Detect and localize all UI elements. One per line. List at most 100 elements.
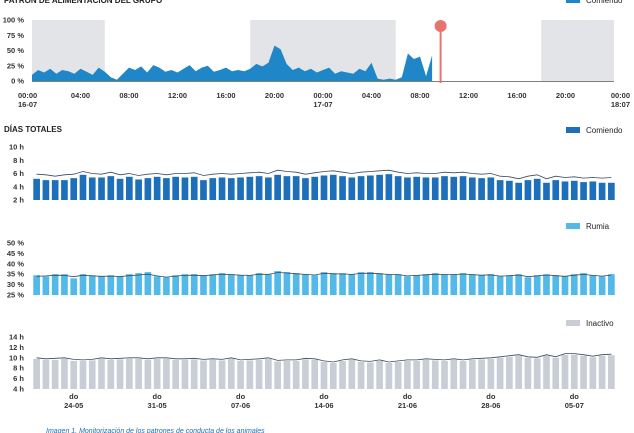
inactive-bar: [506, 356, 513, 389]
area-legend-label: Comiendo: [586, 0, 623, 5]
rumination-bar: [524, 277, 532, 295]
inactive-legend-swatch: [566, 320, 580, 326]
inactive-y-tick: 4 h: [13, 385, 24, 394]
eating-bar: [431, 177, 439, 200]
eating-bar: [385, 174, 393, 200]
inactive-bar: [302, 359, 309, 389]
inactive-bar: [348, 359, 356, 389]
area-y-tick: 75 %: [7, 31, 24, 40]
rumination-bar: [311, 275, 319, 295]
eating-y-tick: 4 h: [13, 182, 24, 191]
inactive-bar: [524, 357, 532, 389]
inactive-bar: [283, 360, 291, 389]
rumination-bar: [88, 275, 96, 295]
inactive-bar: [135, 358, 142, 389]
eating-bar: [468, 177, 476, 200]
area-x-tick: 20:00: [556, 91, 575, 100]
inactive-bar: [468, 359, 476, 389]
rumination-bar: [98, 276, 105, 295]
eating-bar: [496, 180, 504, 201]
eating-bar: [51, 180, 59, 201]
area-y-tick: 100 %: [3, 16, 25, 25]
inactive-y-tick: 6 h: [13, 374, 24, 383]
date-axis-date: 31-05: [148, 401, 167, 410]
rumination-bar: [394, 274, 402, 295]
inactive-bar: [441, 360, 448, 389]
rumination-bar: [385, 274, 393, 295]
eating-bar: [274, 174, 281, 200]
area-x-tick: 12:00: [459, 91, 478, 100]
area-x-tick: 04:00: [71, 91, 90, 100]
rumination-bar: [552, 275, 560, 295]
inactive-bar: [543, 355, 550, 389]
rumination-bar: [376, 273, 383, 295]
eating-bar: [608, 182, 615, 200]
rumination-bar: [51, 274, 59, 295]
date-axis-day: do: [319, 392, 329, 401]
rumination-trend-line: [36, 272, 612, 278]
rumination-bar: [116, 276, 124, 295]
area-legend-swatch: [566, 0, 580, 3]
eating-bar: [209, 178, 217, 200]
inactive-bar: [181, 359, 189, 389]
eating-y-tick: 2 h: [13, 196, 24, 205]
rumination-bar: [42, 276, 50, 295]
area-chart-title: PATRÓN DE ALIMENTACIÓN DEL GRUPO: [4, 0, 162, 5]
rumination-bar: [70, 278, 78, 295]
inactive-bar: [227, 358, 235, 389]
rumination-bar: [302, 274, 309, 295]
date-axis-day: do: [486, 392, 496, 401]
inactive-bar: [153, 358, 161, 389]
rumination-bar: [246, 275, 254, 295]
eating-bar: [441, 176, 448, 200]
inactive-bar: [51, 359, 59, 389]
inactive-bar: [459, 360, 467, 389]
area-x-tick: 04:00: [362, 91, 381, 100]
eating-bar: [570, 180, 578, 200]
eating-bar: [413, 176, 421, 200]
date-axis-date: 24-05: [64, 401, 83, 410]
rumination-bar: [598, 276, 606, 295]
rumination-bar: [163, 277, 170, 295]
inactive-y-tick: 8 h: [13, 364, 24, 373]
rumination-y-tick: 50 %: [7, 239, 24, 248]
area-y-tick: 25 %: [7, 61, 24, 70]
night-band: [32, 20, 105, 81]
date-axis-date: 07-06: [231, 401, 250, 410]
eating-bar: [98, 177, 105, 200]
inactive-legend-label: Inactivo: [586, 319, 614, 328]
inactive-bar: [339, 360, 346, 389]
rumination-bar: [478, 275, 485, 295]
inactive-bar: [218, 360, 226, 389]
inactive-bar: [533, 358, 541, 389]
rumination-bar: [506, 275, 513, 295]
inactive-bar: [329, 363, 337, 389]
rumination-bar: [61, 274, 68, 295]
eating-bar: [561, 181, 569, 200]
inactive-bar: [496, 357, 504, 389]
inactive-bar: [116, 359, 124, 389]
inactive-bar: [385, 363, 393, 389]
eating-bar: [552, 180, 560, 201]
rumination-y-tick: 30 %: [7, 280, 24, 289]
rumination-bar: [190, 274, 198, 295]
rumination-bar: [515, 274, 522, 295]
area-x-tick: 16:00: [507, 91, 526, 100]
rumination-y-tick: 35 %: [7, 270, 24, 279]
eating-bar: [450, 176, 458, 200]
rumination-bar: [496, 276, 504, 295]
rumination-bar: [459, 273, 467, 295]
eating-bar: [339, 176, 346, 200]
inactive-bar: [126, 358, 133, 389]
area-x-tick-date: 18:07: [611, 100, 630, 109]
inactive-bar: [255, 359, 263, 389]
inactive-bar: [209, 359, 217, 389]
inactive-bar: [172, 359, 180, 389]
eating-bar: [265, 177, 272, 200]
inactive-bar: [311, 359, 319, 389]
date-axis-date: 14-06: [314, 401, 333, 410]
eating-bar: [163, 178, 170, 200]
eating-bar: [311, 176, 319, 200]
rumination-bar: [135, 273, 142, 295]
